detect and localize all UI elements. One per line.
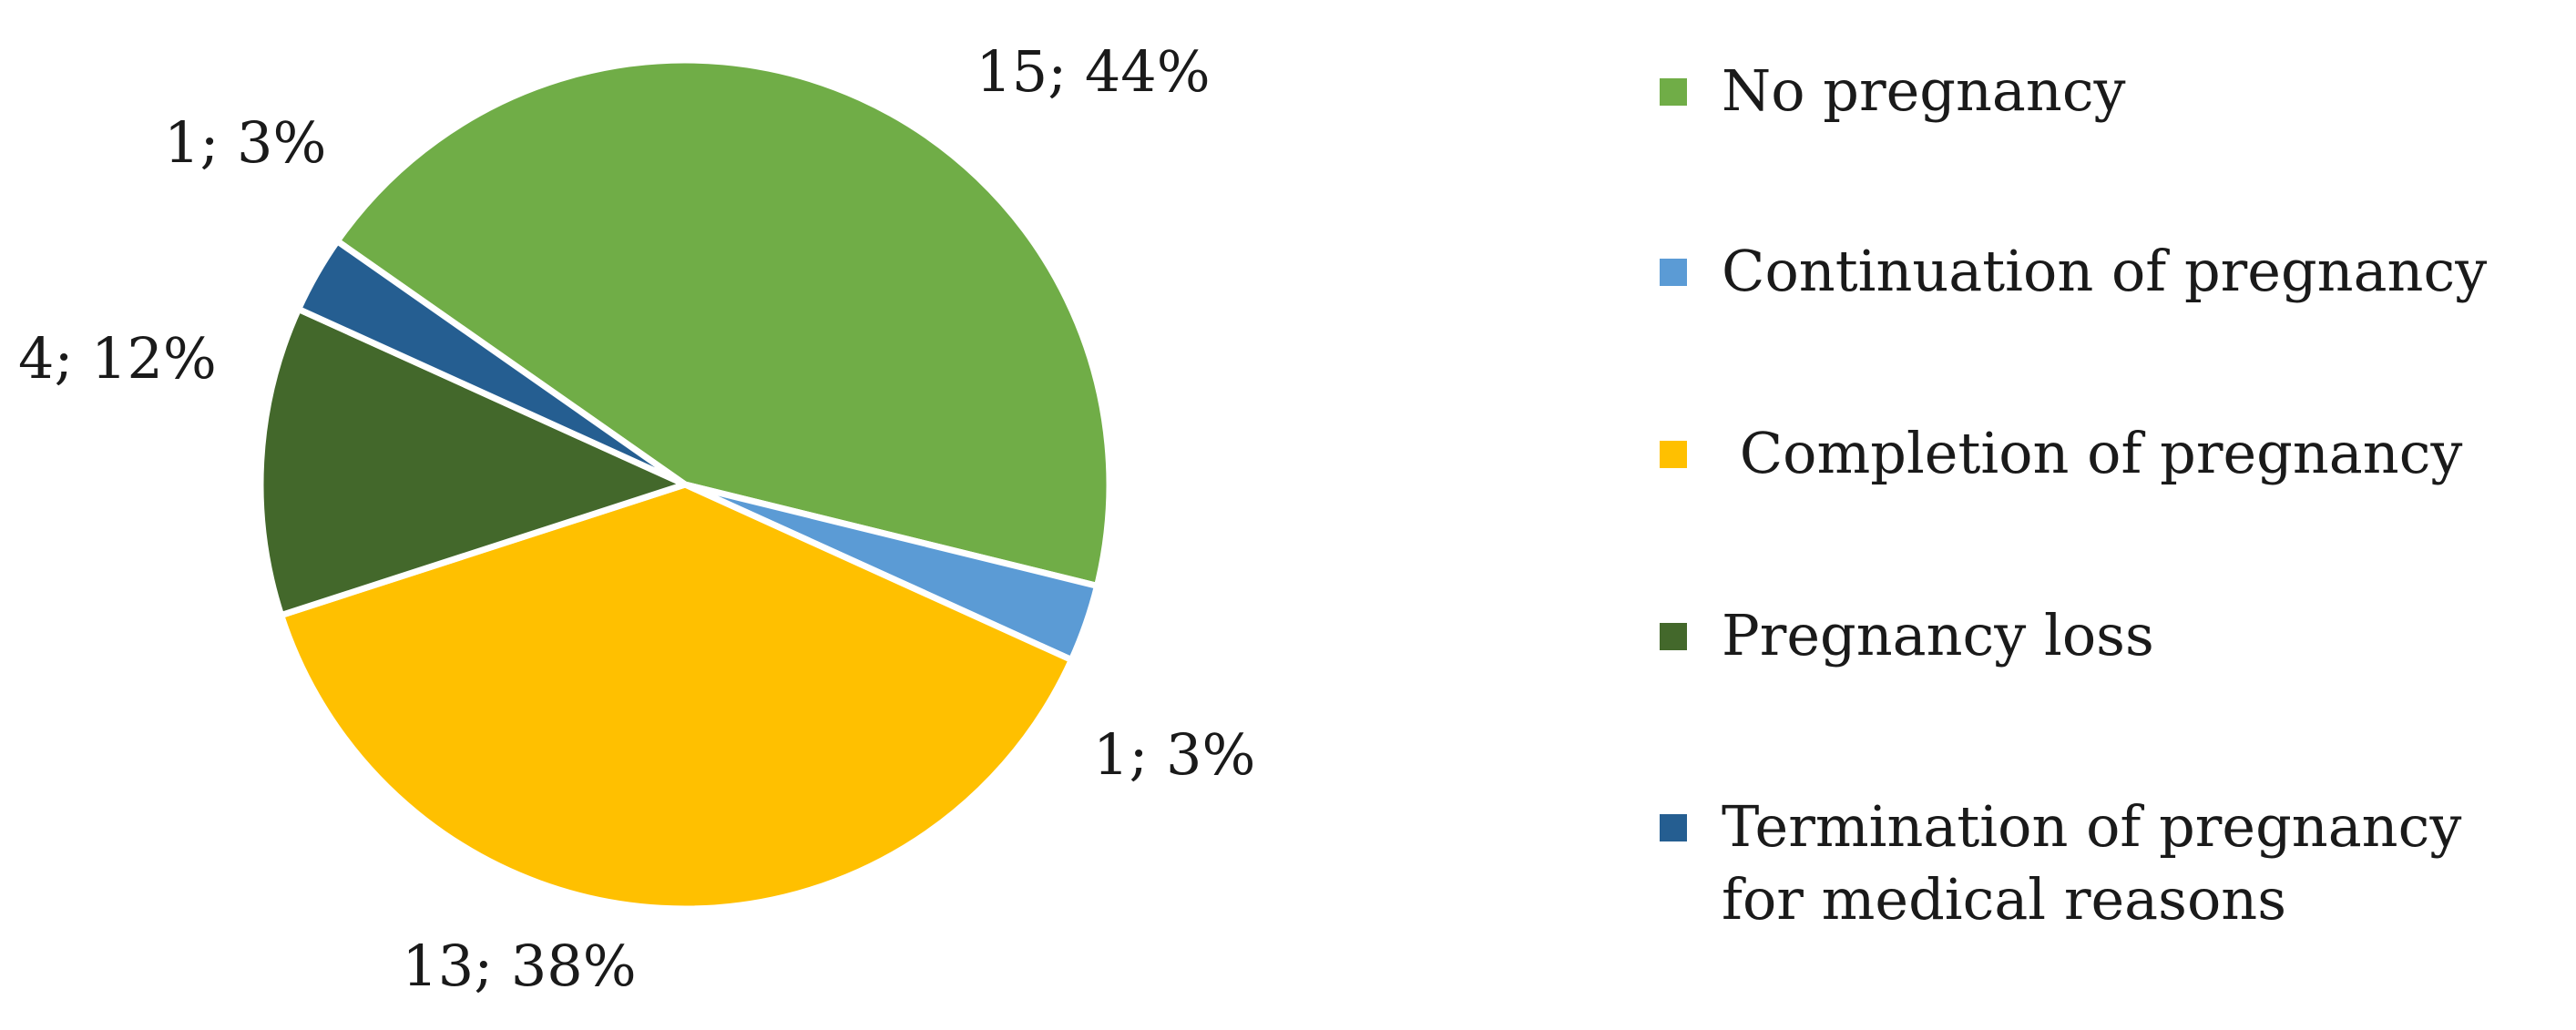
pie-chart: 15; 44% 1; 3% 13; 38% 4; 12% 1; 3% xyxy=(18,38,1255,999)
legend-label-completion: Completion of pregnancy xyxy=(1722,420,2463,486)
pie-slice-completion-of-pregnancy xyxy=(278,481,1075,913)
data-label-pregnancy-loss: 4; 12% xyxy=(18,325,217,392)
legend-swatch-termination xyxy=(1660,814,1687,841)
legend-swatch-no-pregnancy xyxy=(1660,78,1687,106)
pie-slice-pregnancy-loss xyxy=(257,305,689,619)
legend-swatch-pregnancy-loss xyxy=(1660,623,1687,650)
pie-slice-termination-of-pregnancy xyxy=(295,238,689,488)
data-label-continuation-of-pregnancy: 1; 3% xyxy=(1093,721,1255,788)
data-label-termination-of-pregnancy: 1; 3% xyxy=(164,109,326,176)
legend-label-no-pregnancy: No pregnancy xyxy=(1722,57,2126,124)
data-label-completion-of-pregnancy: 13; 38% xyxy=(402,933,636,999)
pie-slices xyxy=(257,56,1113,913)
legend-label-continuation: Continuation of pregnancy xyxy=(1722,238,2488,304)
pie-data-labels: 15; 44% 1; 3% 13; 38% 4; 12% 1; 3% xyxy=(18,38,1255,999)
legend-swatch-continuation xyxy=(1660,259,1687,286)
legend-swatch-completion xyxy=(1660,441,1687,468)
legend-label-pregnancy-loss: Pregnancy loss xyxy=(1722,602,2154,668)
legend-label-termination: Termination of pregnancy for medical rea… xyxy=(1722,793,2462,933)
pie-slice-no-pregnancy xyxy=(333,56,1113,589)
data-label-no-pregnancy: 15; 44% xyxy=(976,38,1210,105)
